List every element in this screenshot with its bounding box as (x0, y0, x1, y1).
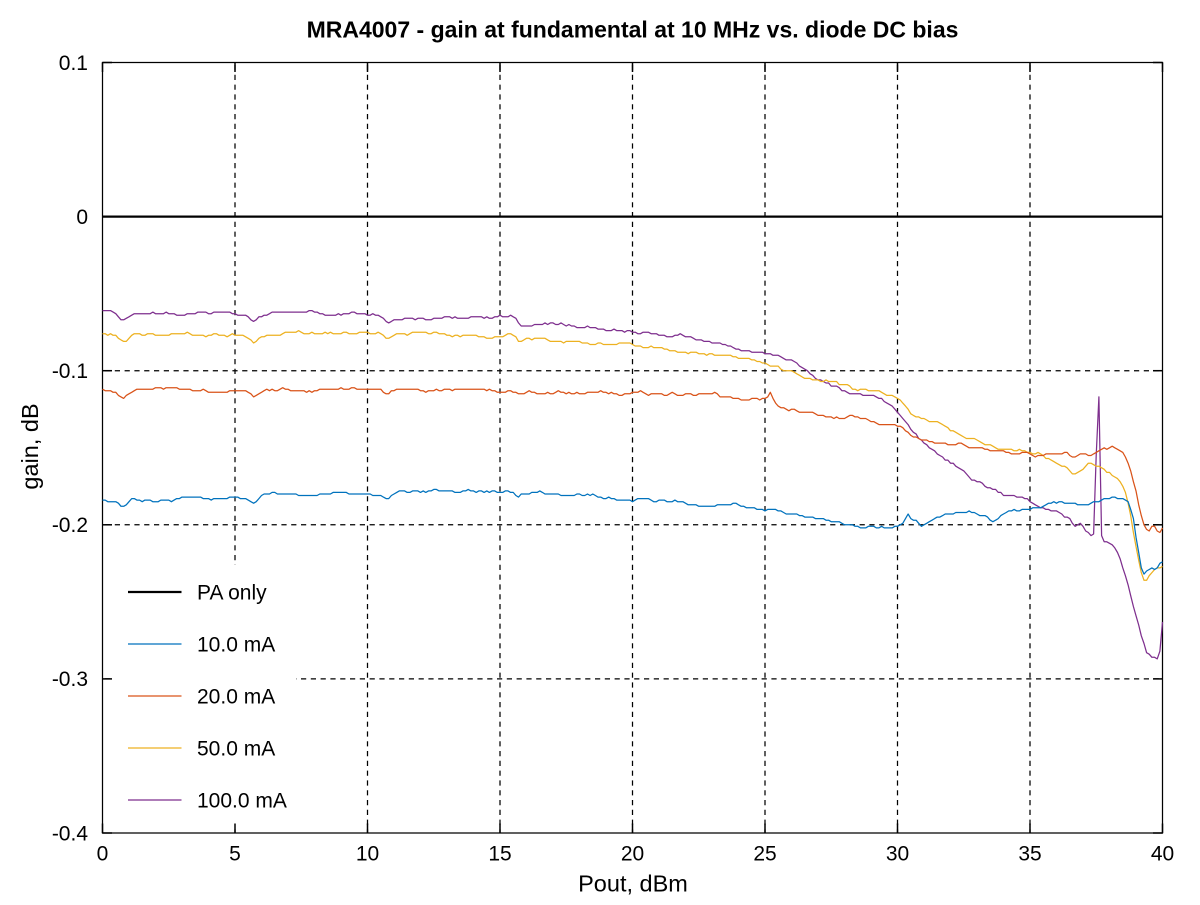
svg-text:10.0 mA: 10.0 mA (197, 633, 275, 656)
svg-text:20: 20 (621, 843, 644, 866)
svg-text:40: 40 (1151, 843, 1174, 866)
svg-text:-0.2: -0.2 (52, 514, 88, 537)
svg-text:0: 0 (76, 206, 88, 229)
svg-text:5: 5 (229, 843, 241, 866)
svg-text:0: 0 (97, 843, 109, 866)
svg-text:0.1: 0.1 (59, 52, 88, 75)
svg-text:PA only: PA only (197, 581, 267, 604)
svg-text:35: 35 (1018, 843, 1041, 866)
svg-text:-0.1: -0.1 (52, 360, 88, 383)
svg-text:20.0 mA: 20.0 mA (197, 685, 275, 708)
svg-text:gain, dB: gain, dB (17, 403, 43, 489)
svg-text:Pout, dBm: Pout, dBm (578, 871, 688, 897)
svg-text:50.0 mA: 50.0 mA (197, 737, 275, 760)
svg-text:MRA4007 - gain at fundamental: MRA4007 - gain at fundamental at 10 MHz … (307, 17, 959, 43)
svg-text:-0.4: -0.4 (52, 822, 89, 845)
svg-text:10: 10 (356, 843, 379, 866)
svg-text:15: 15 (488, 843, 511, 866)
svg-text:30: 30 (886, 843, 909, 866)
svg-text:-0.3: -0.3 (52, 668, 88, 691)
svg-text:100.0 mA: 100.0 mA (197, 789, 287, 812)
svg-text:25: 25 (753, 843, 776, 866)
